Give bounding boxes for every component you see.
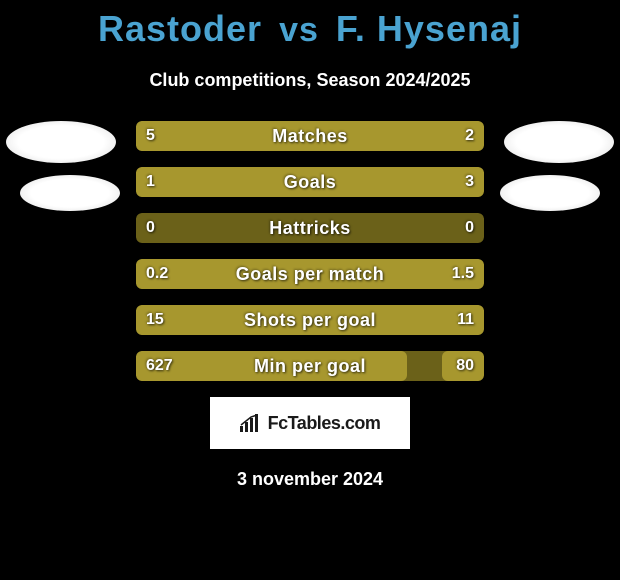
stat-label: Min per goal bbox=[136, 351, 484, 381]
player2-name: F. Hysenaj bbox=[336, 8, 522, 49]
snapshot-date: 3 november 2024 bbox=[0, 469, 620, 490]
stat-label: Goals per match bbox=[136, 259, 484, 289]
stat-label: Shots per goal bbox=[136, 305, 484, 335]
logo-box: FcTables.com bbox=[210, 397, 410, 449]
stat-right-value: 3 bbox=[465, 167, 474, 197]
stat-row: 15Shots per goal11 bbox=[136, 305, 484, 335]
vs-text: vs bbox=[279, 11, 319, 49]
stat-bars: 5Matches2 1Goals3 0Hattricks0 0.2Goals per … bbox=[136, 121, 484, 381]
stat-right-value: 80 bbox=[456, 351, 474, 381]
stat-right-value: 0 bbox=[465, 213, 474, 243]
stat-right-value: 1.5 bbox=[452, 259, 474, 289]
player1-avatar-icon bbox=[6, 121, 116, 163]
fctables-logo-icon bbox=[240, 414, 262, 432]
stat-row: 1Goals3 bbox=[136, 167, 484, 197]
stat-label: Hattricks bbox=[136, 213, 484, 243]
subtitle: Club competitions, Season 2024/2025 bbox=[0, 70, 620, 91]
stat-label: Goals bbox=[136, 167, 484, 197]
player2-avatar-icon bbox=[504, 121, 614, 163]
player1-name: Rastoder bbox=[98, 8, 262, 49]
stat-row: 0.2Goals per match1.5 bbox=[136, 259, 484, 289]
comparison-content: 5Matches2 1Goals3 0Hattricks0 0.2Goals per … bbox=[0, 121, 620, 490]
stat-row: 627Min per goal80 bbox=[136, 351, 484, 381]
player1-club-icon bbox=[20, 175, 120, 211]
logo-text: FcTables.com bbox=[268, 413, 381, 434]
stat-row: 0Hattricks0 bbox=[136, 213, 484, 243]
stat-right-value: 2 bbox=[465, 121, 474, 151]
stat-right-value: 11 bbox=[457, 305, 474, 335]
player2-club-icon bbox=[500, 175, 600, 211]
comparison-title: Rastoder vs F. Hysenaj bbox=[0, 0, 620, 50]
stat-row: 5Matches2 bbox=[136, 121, 484, 151]
stat-label: Matches bbox=[136, 121, 484, 151]
